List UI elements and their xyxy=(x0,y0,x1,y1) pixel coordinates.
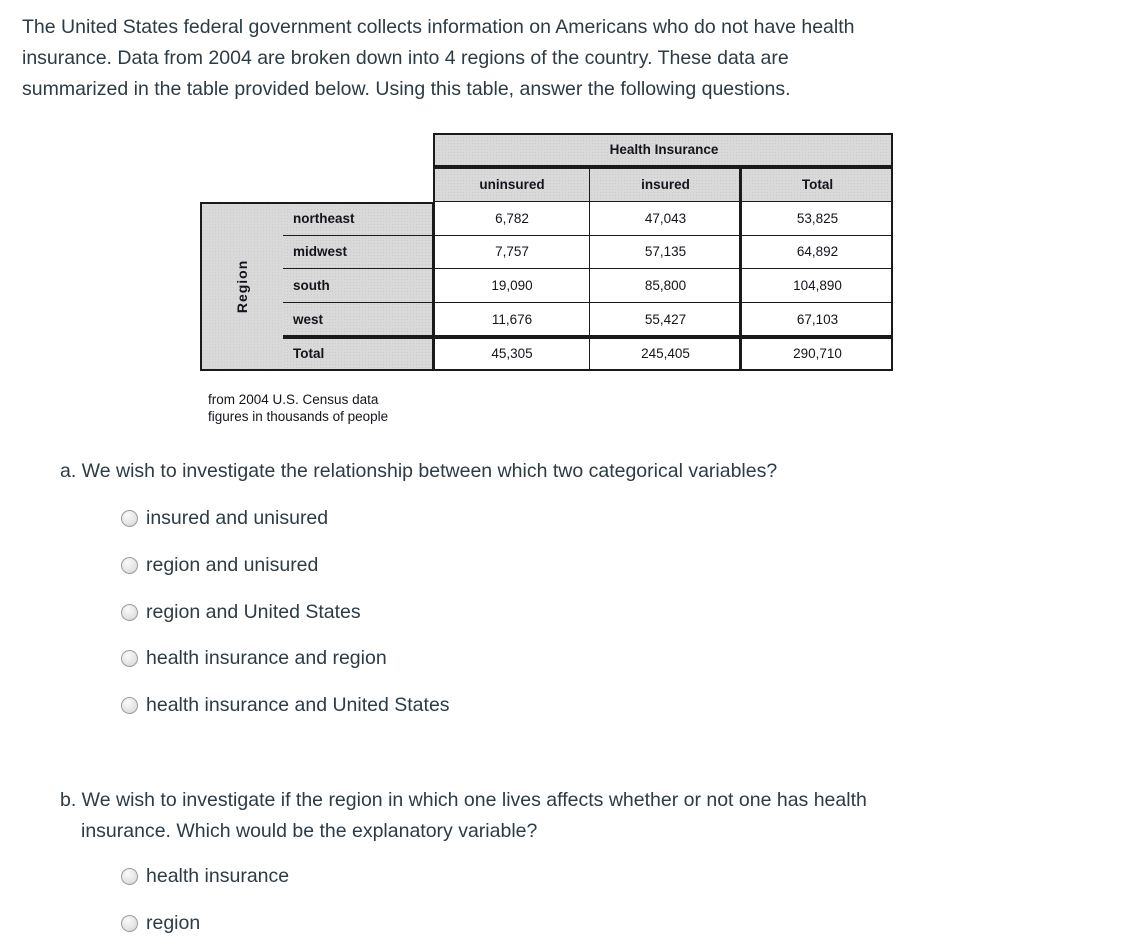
table-value: 245,405 xyxy=(590,336,742,371)
intro-text-line-1: The United States federal government col… xyxy=(22,16,855,38)
row-label-total: Total xyxy=(283,336,435,371)
intro-text-line-3: summarized in the table provided below. … xyxy=(22,78,791,100)
option-label-a4[interactable]: health insurance and region xyxy=(146,646,387,669)
question-a-prompt: a. We wish to investigate the relationsh… xyxy=(60,460,778,482)
intro-text-line-2: insurance. Data from 2004 are broken dow… xyxy=(22,47,789,69)
option-row-a2[interactable]: region and unisured xyxy=(121,553,318,577)
table-value: 57,135 xyxy=(590,235,742,270)
column-header-insured: insured xyxy=(590,167,742,202)
radio-button-a1[interactable] xyxy=(121,509,138,527)
option-label-a5[interactable]: health insurance and United States xyxy=(146,693,450,716)
option-row-a1[interactable]: insured and unisured xyxy=(121,506,328,530)
table-value: 104,890 xyxy=(742,269,893,303)
radio-button-b2[interactable] xyxy=(121,914,138,932)
row-label: northeast xyxy=(283,202,435,236)
radio-button-b1[interactable] xyxy=(121,867,138,885)
table-value: 47,043 xyxy=(590,202,742,236)
table-value: 85,800 xyxy=(590,269,742,303)
radio-button-a3[interactable] xyxy=(121,603,138,621)
radio-button-a2[interactable] xyxy=(121,556,138,574)
row-label: midwest xyxy=(283,235,435,270)
source-note-line-2: figures in thousands of people xyxy=(208,409,389,424)
radio-button-a5[interactable] xyxy=(121,696,138,714)
option-row-a3[interactable]: region and United States xyxy=(121,600,361,624)
table-value: 67,103 xyxy=(742,302,893,337)
row-axis-label: Region xyxy=(200,202,283,371)
option-label-a2[interactable]: region and unisured xyxy=(146,553,319,576)
option-row-b2[interactable]: region xyxy=(121,911,200,935)
option-row-a4[interactable]: health insurance and region xyxy=(121,646,387,670)
health-insurance-table: Health Insurance uninsured insured Total… xyxy=(200,133,893,371)
table-top-header: Health Insurance xyxy=(435,133,893,167)
table-value: 7,757 xyxy=(435,235,590,270)
column-header-total: Total xyxy=(742,167,893,202)
row-label: west xyxy=(283,302,435,337)
option-label-a3[interactable]: region and United States xyxy=(146,600,361,623)
table-value: 19,090 xyxy=(435,269,590,303)
table-value: 55,427 xyxy=(590,302,742,337)
source-note-line-1: from 2004 U.S. Census data xyxy=(208,392,379,407)
table-value: 45,305 xyxy=(435,336,590,371)
option-label-b1[interactable]: health insurance xyxy=(146,864,290,887)
option-label-b2[interactable]: region xyxy=(146,911,201,934)
table-value: 64,892 xyxy=(742,235,893,270)
option-label-a1[interactable]: insured and unisured xyxy=(146,506,329,529)
table-value: 6,782 xyxy=(435,202,590,236)
table-value: 290,710 xyxy=(742,336,893,371)
row-label: south xyxy=(283,269,435,303)
option-row-a5[interactable]: health insurance and United States xyxy=(121,693,450,717)
radio-button-a4[interactable] xyxy=(121,649,138,667)
question-b-prompt-line-2: insurance. Which would be the explanator… xyxy=(81,820,538,842)
column-header-uninsured: uninsured xyxy=(435,167,590,202)
table-value: 11,676 xyxy=(435,302,590,337)
table-value: 53,825 xyxy=(742,202,893,236)
option-row-b1[interactable]: health insurance xyxy=(121,864,289,888)
question-b-prompt-line-1: b. We wish to investigate if the region … xyxy=(60,789,867,811)
